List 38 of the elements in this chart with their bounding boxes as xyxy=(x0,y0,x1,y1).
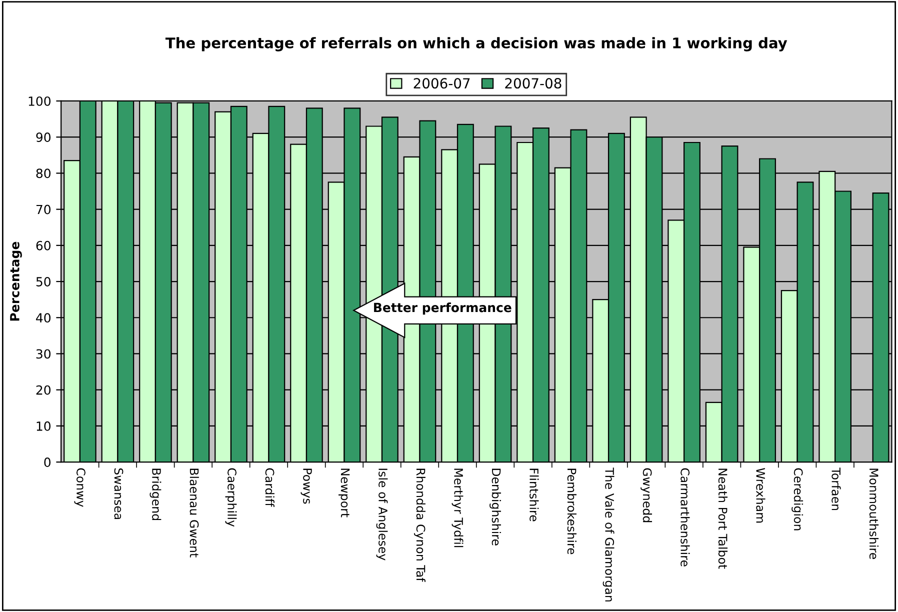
x-tick-label: Torfaen xyxy=(832,468,841,510)
x-tick-label: Merthyr Tydfil xyxy=(452,468,464,548)
x-tick-label: Swansea xyxy=(114,468,124,520)
legend-label: 2007-08 xyxy=(505,78,562,89)
x-tick-label: Ceredigion xyxy=(792,468,804,530)
y-axis-title: Percentage xyxy=(10,242,22,321)
x-tick-label: Monmouthshire xyxy=(869,468,879,559)
x-tick-label: Pembrokeshire xyxy=(567,468,576,554)
annotation: Better performance xyxy=(374,302,512,315)
x-tick-label: Newport xyxy=(338,468,350,518)
x-tick-label: Bridgend xyxy=(150,468,162,520)
y-tick-label: 20 xyxy=(36,385,51,395)
x-tick-label: Rhondda Cynon Taf xyxy=(414,468,426,582)
x-tick-label: Caerphilly xyxy=(225,468,237,527)
y-tick-label: 90 xyxy=(36,132,51,142)
y-tick-label: 100 xyxy=(28,96,51,106)
x-tick-label: Neath Port Talbot xyxy=(718,468,728,569)
x-tick-label: Powys xyxy=(300,468,312,504)
x-tick-label: Isle of Anglesey xyxy=(376,468,388,560)
y-tick-label: 60 xyxy=(36,240,51,250)
x-tick-label: Wrexham xyxy=(756,468,766,523)
y-tick-label: 80 xyxy=(36,168,51,178)
y-tick-label: 50 xyxy=(36,276,51,286)
x-tick-label: Conwy xyxy=(74,468,86,507)
chart-title: The percentage of referrals on which a decision was made in 1 working day xyxy=(165,37,788,52)
x-tick-label: Flintshire xyxy=(530,468,539,522)
x-tick-label: Denbighshire xyxy=(490,468,501,546)
y-tick-label: 0 xyxy=(44,458,51,467)
y-tick-label: 70 xyxy=(36,204,51,214)
x-tick-label: Cardiff xyxy=(265,468,274,508)
y-tick-label: 10 xyxy=(36,421,51,431)
x-tick-label: The Vale of Glamorgan xyxy=(602,468,614,602)
x-tick-label: Gwynedd xyxy=(640,468,652,522)
y-tick-label: 30 xyxy=(36,349,51,359)
x-tick-label: Blaenau Gwent xyxy=(190,468,199,558)
x-tick-label: Carmarthenshire xyxy=(680,468,690,566)
legend-label: 2006-07 xyxy=(414,78,470,89)
y-tick-label: 40 xyxy=(36,313,51,323)
